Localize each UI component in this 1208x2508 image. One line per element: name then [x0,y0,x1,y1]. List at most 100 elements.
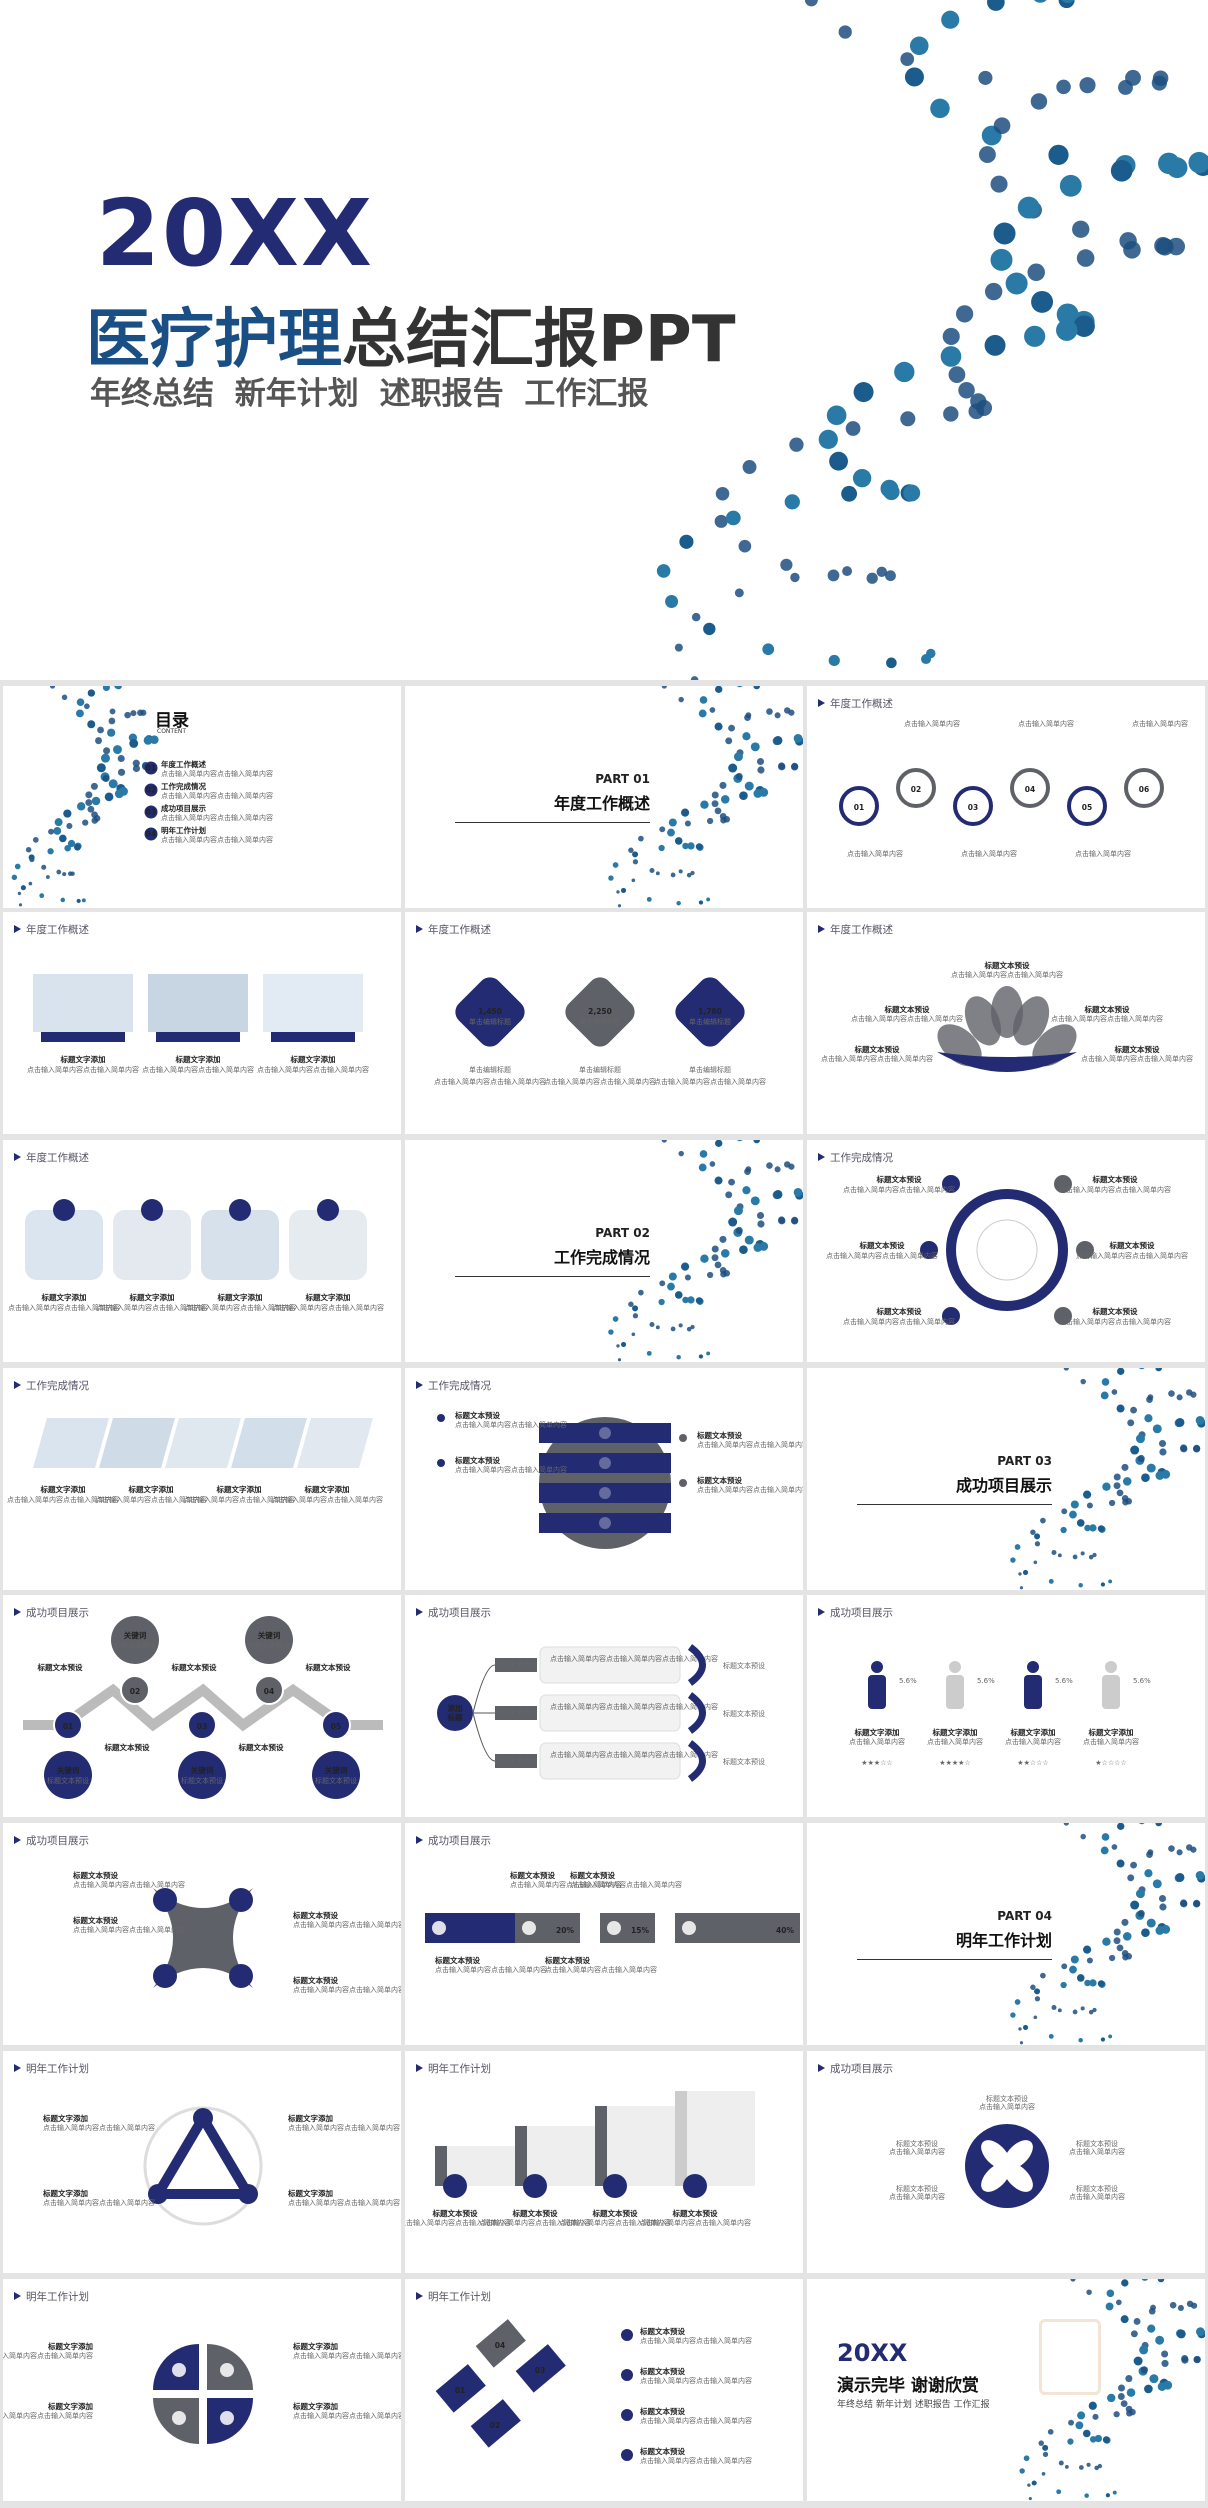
person-desc: 点击输入简单内容 [1083,1737,1139,1746]
toc-title: 目录 [155,711,189,731]
card-title: 标题文字添加 [40,1484,86,1494]
step-desc: 点击输入简单内容 [847,849,903,858]
photo [33,974,133,1032]
chain-number: 04 [264,1687,274,1696]
slide-steps[interactable]: 明年工作计划 标题文本预设 点击输入简单内容点击输入简单内容 标题文本预设 点击输入简… [405,2051,803,2273]
slide-lotus[interactable]: 年度工作概述 标题文本预设 点击输入简单内容点击输入简单内容 标题文本预设 点击输入简… [807,912,1205,1134]
petal-circle: 标题文本预设点击输入简单内容标题文本预设点击输入简单内容标题文本预设点击输入简单… [889,2094,1125,2208]
cross-desc: 点击输入简单内容点击输入简单内容 [293,1920,401,1929]
toc-item: 成功项目展示 [161,803,206,813]
stripe [539,1513,671,1533]
slide-arrows[interactable]: 成功项目展示 添加 标题 标题文字添加 点击输入简单内容点击输入简单内容点击输入简单内… [405,1595,803,1817]
slide-toc[interactable]: 目录 CONTENT 01 年度工作概述 点击输入简单内容点击输入简单内容 02 工作完… [3,686,401,908]
six-circles-diagram: 01 点击输入简单内容 02 点击输入简单内容 03 点击输入简单内容 04 点击输入简单内容… [839,719,1188,858]
hub-title: 标题文本预设 [1092,1306,1138,1316]
lotus-diagram: 标题文本预设点击输入简单内容点击输入简单内容标题文本预设点击输入简单内容点击输入… [821,960,1193,1072]
star-rating: ★☆☆☆☆ [1095,1759,1126,1767]
stat-diamond [565,977,635,1047]
slide-part-04[interactable]: PART 04 明年工作计划 [807,1823,1205,2045]
petal-title: 标题文本预设 [896,2184,938,2193]
slide-part-01[interactable]: PART 01 年度工作概述 [405,686,803,908]
stat-sub: 单击编辑标题 [579,1017,621,1026]
hub-desc: 点击输入简单内容点击输入简单内容 [1059,1185,1171,1194]
step-number: 01 [854,803,864,812]
spiral-desc: 点击输入简单内容点击输入简单内容 [640,2376,752,2385]
spiral-desc: 点击输入简单内容点击输入简单内容 [640,2456,752,2465]
seal-stamp [1039,2319,1101,2395]
slide-part-03[interactable]: PART 03 成功项目展示 [807,1368,1205,1590]
slide-cross[interactable]: 成功项目展示 标题文本预设 点击输入简单内容点击输入简单内容 标题文本预设 点击输入简… [3,1823,401,2045]
slide-slanted-photos[interactable]: 工作完成情况 标题文字添加 点击输入简单内容点击输入简单内容 标题文字添加 点击输入简… [3,1368,401,1590]
photo-card [201,1210,279,1280]
cover-slide[interactable]: 20XX 医疗护理总结汇报PPT 年终总结 新年计划 述职报告 工作汇报 [0,0,1208,680]
triangle-node [193,2108,213,2128]
percent-value: 20% [556,1926,574,1935]
dna-image [11,686,159,907]
slide-header: 明年工作计划 [14,2289,89,2304]
slide-brain-hub[interactable]: 工作完成情况 标题文本预设 点击输入简单内容点击输入简单内容 标题文本预设 点击输入简… [807,1140,1205,1362]
slide-ending[interactable]: 20XX 演示完毕 谢谢欣赏 年终总结 新年计划 述职报告 工作汇报 [807,2279,1205,2501]
toc-number: 02 [146,786,156,795]
percent-value: 40% [776,1926,794,1935]
slide-percent-banners[interactable]: 成功项目展示 40%20%15%40%标题文本预设点击输入简单内容点击输入简单内… [405,1823,803,2045]
person-body [1102,1675,1120,1709]
lotus-desc: 点击输入简单内容点击输入简单内容 [1081,1054,1193,1063]
slanted-photos: 标题文字添加点击输入简单内容点击输入简单内容标题文字添加点击输入简单内容点击输入… [7,1418,383,1504]
slide-stats[interactable]: 年度工作概述 1,450 单击编辑标题 单击编辑标题 点击输入简单内容点击输入简单内容… [405,912,803,1134]
keyword-circle [111,1616,159,1664]
slanted-photo [33,1418,109,1468]
part-title: PART 03 成功项目展示 [857,1454,1052,1505]
tri-title: 标题文字添加 [287,2113,333,2123]
step-edge [435,2146,447,2186]
banner-desc: 点击输入简单内容点击输入简单内容 [545,1965,657,1974]
lotus-title: 标题文本预设 [1114,1044,1160,1054]
slide-photo-icons[interactable]: 年度工作概述 标题文字添加 点击输入简单内容点击输入简单内容 标题文字添加 点击输入简… [3,1140,401,1362]
person-title: 标题文字添加 [1010,1727,1056,1737]
petal-title: 标题文本预设 [896,2139,938,2148]
slide-people[interactable]: 成功项目展示 5.6% 标题文字添加 点击输入简单内容 ★★★☆☆ 5.6% 标题文字添加… [807,1595,1205,1817]
spiral-title: 标题文本预设 [639,2326,685,2336]
banner-desc: 点击输入简单内容点击输入简单内容 [510,1880,622,1889]
slide-keywords[interactable]: 成功项目展示 01 关键词 标题文本预设 标题文本预设 02 关键词 标题文本预设 标题文本预… [3,1595,401,1817]
slide-photos[interactable]: 年度工作概述 标题文字添加 点击输入简单内容点击输入简单内容 标题文字添加 点击输入简… [3,912,401,1134]
cross-icon [229,1964,253,1988]
step-edge [515,2126,527,2186]
hub-title: 标题文本预设 [1092,1174,1138,1184]
quad-title: 标题文字添加 [47,2341,93,2351]
lotus-base [937,1052,1077,1072]
spiral-block [435,2364,486,2413]
stat-value: 1,450 [478,1007,502,1016]
spiral-block [470,2399,521,2448]
card-title: 标题文字添加 [304,1484,350,1494]
brain-icon [976,1219,1038,1281]
card-desc: 点击输入简单内容点击输入简单内容 [257,1065,369,1074]
step-icon [523,2174,547,2198]
flow-right-label: 标题文本预设 [723,1709,765,1718]
flow-label [495,1754,537,1768]
curved-arrow [687,1692,706,1734]
star-rating: ★★★☆☆ [861,1759,892,1767]
toc-desc: 点击输入简单内容点击输入简单内容 [161,835,273,844]
tri-desc: 点击输入简单内容点击输入简单内容 [43,2198,155,2207]
keyword: 关键词 [258,1630,281,1640]
cross-icon [229,1888,253,1912]
slide-six-circles[interactable]: 年度工作概述 01 点击输入简单内容 02 点击输入简单内容 03 点击输入简单内容 04 点… [807,686,1205,908]
slide-part-02[interactable]: PART 02 工作完成情况 [405,1140,803,1362]
step-number: 04 [1025,785,1035,794]
hub-desc: 点击输入简单内容点击输入简单内容 [826,1251,938,1260]
slide-header: 成功项目展示 [14,1605,89,1620]
tri-desc: 点击输入简单内容点击输入简单内容 [43,2123,155,2132]
stripe [539,1483,671,1503]
slide-quadrants[interactable]: 明年工作计划 标题文字添加点击输入简单内容点击输入简单内容标题文字添加点击输入简… [3,2279,401,2501]
step-circle [1124,768,1164,808]
card-desc: 点击输入简单内容点击输入简单内容 [95,1495,207,1504]
slide-triangle[interactable]: 明年工作计划 标题文字添加 点击输入简单内容点击输入简单内容 标题文字添加 点击输入简… [3,2051,401,2273]
step-title: 标题文本预设 [432,2208,478,2218]
cross-desc: 点击输入简单内容点击输入简单内容 [73,1880,185,1889]
cross-title: 标题文本预设 [292,1910,338,1920]
slide-spiral[interactable]: 明年工作计划 04 03 02 01 标题文本预设 点击输入简单内容点击输入简单内容 标题文… [405,2279,803,2501]
toc-desc: 点击输入简单内容点击输入简单内容 [161,769,273,778]
slide-striped-circle[interactable]: 工作完成情况 标题文本预设 点击输入简单内容点击输入简单内容 标题文本预设 点击输入简… [405,1368,803,1590]
slide-petal-circle[interactable]: 成功项目展示 标题文本预设 点击输入简单内容 标题文本预设 点击输入简单内容 标题文本预… [807,2051,1205,2273]
